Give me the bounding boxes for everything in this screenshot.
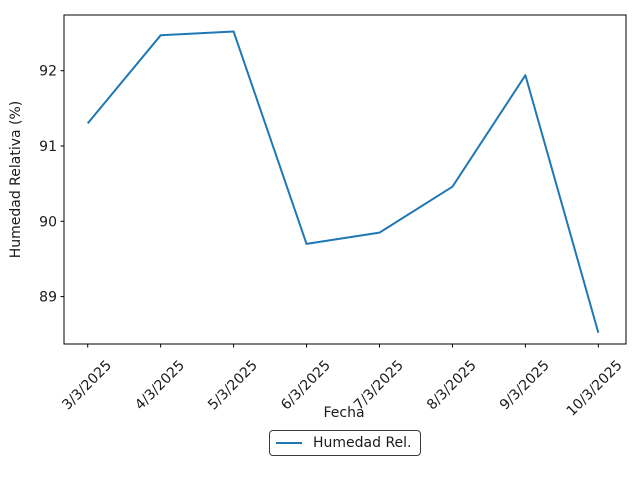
x-axis-tick-label: 10/3/2025 [564, 358, 626, 420]
y-axis-tick-label: 92 [39, 64, 57, 80]
x-axis-tick-label: 4/3/2025 [132, 358, 188, 414]
plot-border [63, 14, 627, 345]
y-axis-tick-label: 90 [39, 214, 57, 230]
x-axis-tick-label: 8/3/2025 [424, 358, 480, 414]
y-axis-tick-label: 89 [39, 290, 57, 306]
y-axis-tick-label: 91 [39, 139, 57, 155]
x-axis-tick-label: 5/3/2025 [205, 358, 261, 414]
y-axis-title: Humedad Relativa (%) [8, 101, 24, 259]
humidity-series-line [86, 30, 600, 334]
x-axis-title: Fecha [323, 405, 364, 421]
x-axis-tick-label: 7/3/2025 [351, 358, 407, 414]
legend-label: Humedad Rel. [313, 435, 412, 451]
x-axis-tick-label: 9/3/2025 [497, 358, 553, 414]
x-axis-tick-label: 3/3/2025 [59, 358, 115, 414]
legend: Humedad Rel. [269, 430, 421, 456]
legend-line-sample [276, 442, 302, 444]
